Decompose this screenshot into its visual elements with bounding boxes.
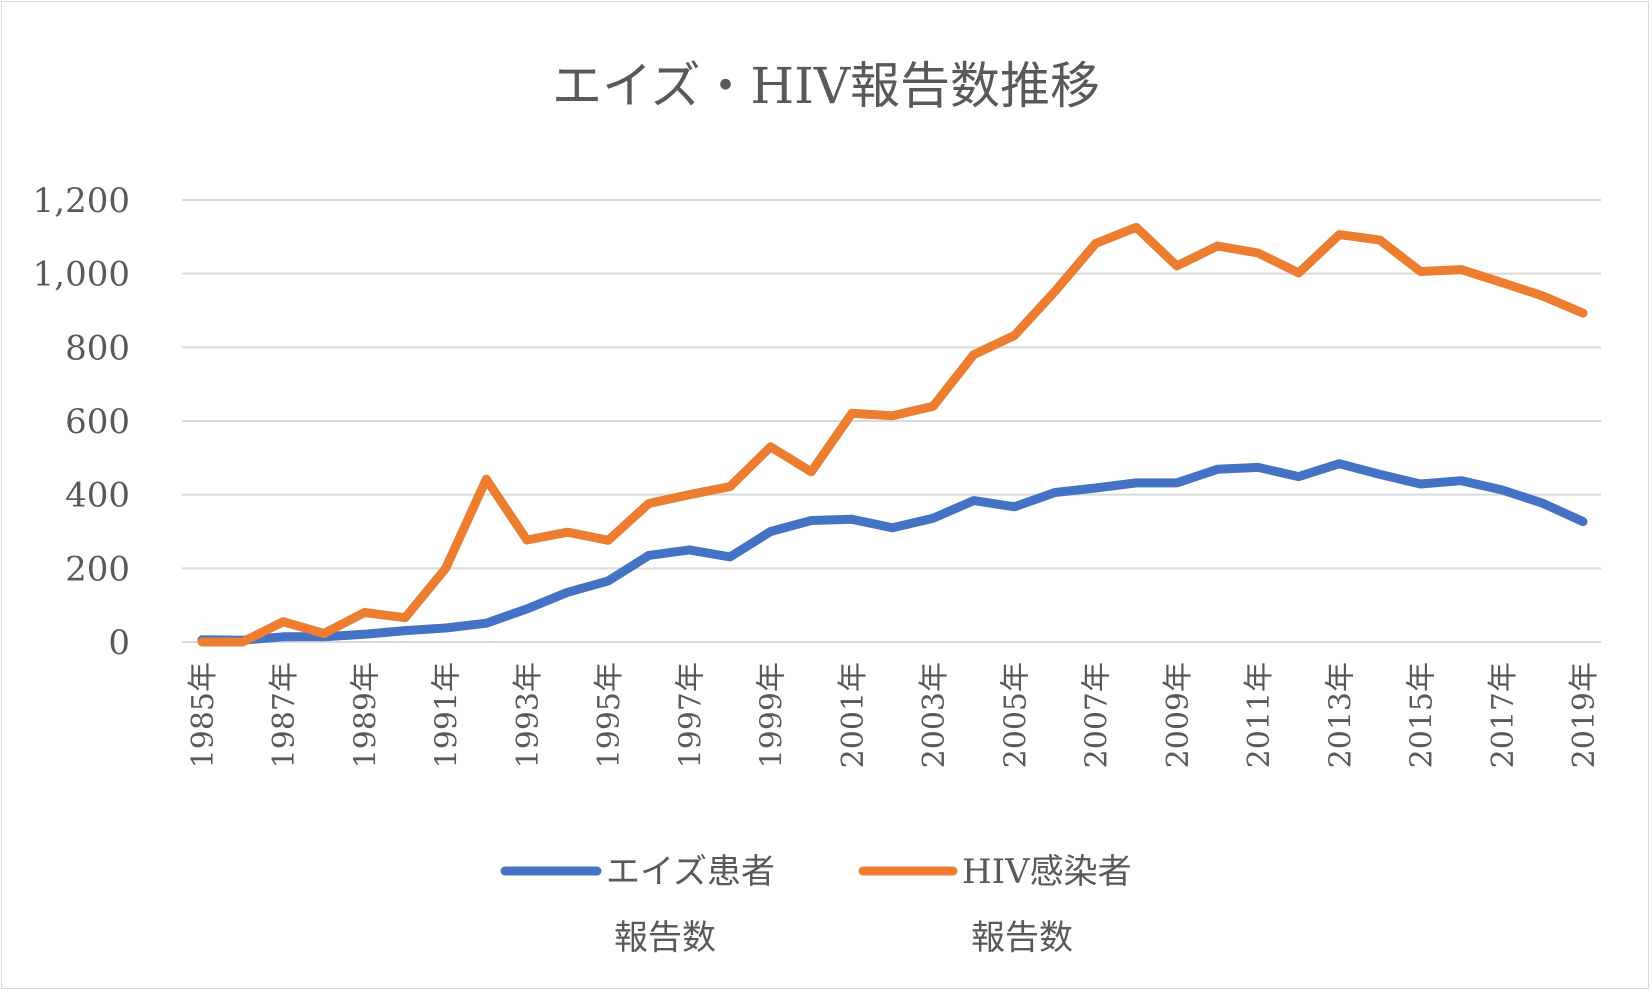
x-tick-label: 1985年: [186, 662, 221, 768]
x-tick-label: 2007年: [1080, 662, 1115, 768]
x-tick-label: 2017年: [1486, 662, 1521, 768]
legend-label-aids-line2: 報告数: [614, 918, 716, 958]
x-tick-label: 1991年: [430, 662, 465, 768]
series-line-1: [197, 222, 1588, 647]
y-tick-label: 600: [65, 402, 130, 442]
legend: エイズ患者 報告数 HIV感染者 報告数: [500, 852, 1132, 958]
x-tick-label: 2015年: [1405, 662, 1440, 768]
y-axis-tick-labels: 0 200 400 600 800 1,000 1,200: [33, 181, 130, 663]
legend-label-hiv-line1: HIV感染者: [962, 852, 1132, 892]
x-tick-label: 1997年: [673, 662, 708, 768]
x-tick-label: 2005年: [998, 662, 1033, 768]
x-tick-label: 1993年: [511, 662, 546, 768]
y-tick-label: 800: [65, 328, 130, 368]
y-tick-label: 400: [65, 476, 130, 516]
chart-title: エイズ・HIV報告数推移: [552, 57, 1100, 115]
x-tick-label: 2011年: [1242, 662, 1277, 768]
x-axis-tick-labels: 1985年 1987年 1989年 1991年 1993年 1995年 1997年 1999年…: [186, 662, 1602, 768]
x-tick-label: 1989年: [348, 662, 383, 768]
series-lines: [197, 222, 1588, 647]
x-tick-label: 2003年: [917, 662, 952, 768]
x-tick-label: 2009年: [1161, 662, 1196, 768]
x-tick-label: 2013年: [1323, 662, 1358, 768]
legend-label-aids-line1: エイズ患者: [606, 852, 775, 892]
x-tick-label: 1995年: [592, 662, 627, 768]
series-line-0: [197, 459, 1588, 645]
x-tick-label: 2019年: [1567, 662, 1602, 768]
y-tick-label: 0: [108, 623, 130, 663]
legend-label-hiv-line2: 報告数: [971, 918, 1073, 958]
grid-lines: [182, 199, 1601, 643]
y-tick-label: 200: [65, 549, 130, 589]
y-tick-label: 1,200: [33, 181, 130, 221]
x-tick-label: 1987年: [267, 662, 302, 768]
x-tick-label: 1999年: [755, 662, 790, 768]
y-tick-label: 1,000: [33, 255, 130, 295]
x-tick-label: 2001年: [836, 662, 871, 768]
